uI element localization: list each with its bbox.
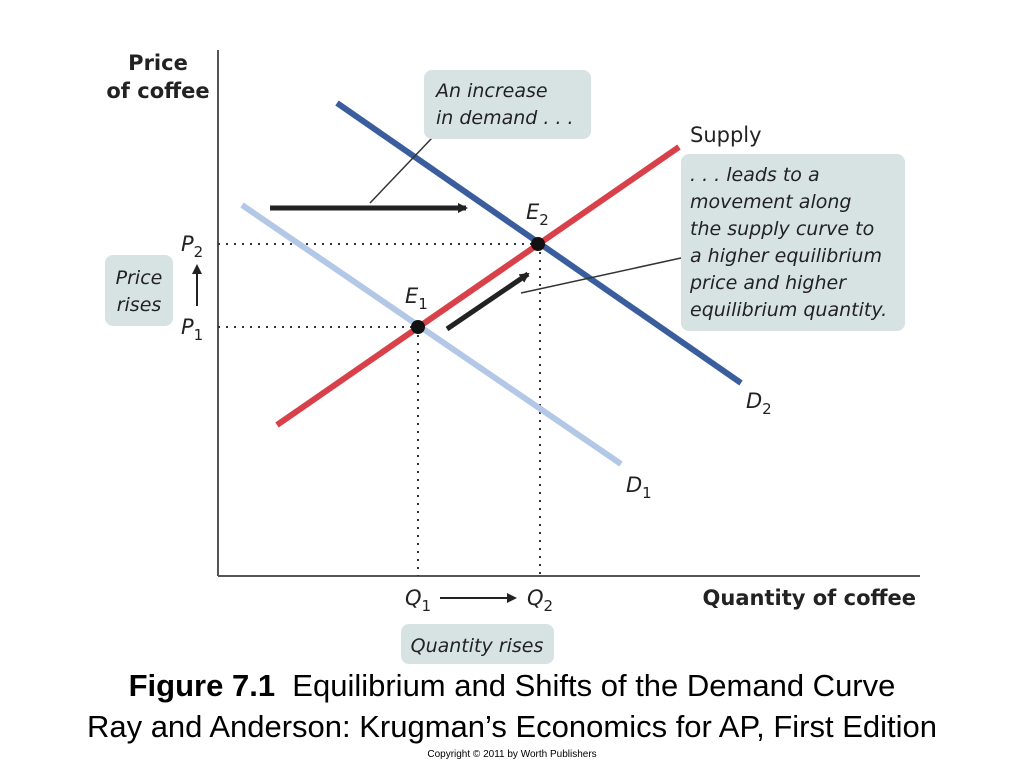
- movement-line5: price and higher: [689, 272, 847, 294]
- p1-tick-label: P1: [181, 315, 203, 344]
- movement-line1: . . . leads to a: [690, 164, 820, 186]
- movement-along-supply-arrow: [445, 271, 530, 332]
- d1-curve: [240, 202, 623, 467]
- supply-label: Supply: [690, 123, 762, 147]
- movement-callout-line: [520, 257, 682, 294]
- quantity-rises-note: Quantity rises: [401, 624, 554, 664]
- demand-callout-line: [369, 137, 433, 204]
- figure-source: Ray and Anderson: Krugman’s Economics fo…: [86, 709, 938, 744]
- demand-increase-line2: in demand . . .: [436, 107, 574, 129]
- d2-label: D2: [746, 389, 772, 418]
- y-axis-title-line2: of coffee: [106, 79, 209, 103]
- e2-point: [531, 237, 545, 251]
- e2-label: E2: [526, 200, 549, 229]
- movement-line6: equilibrium quantity.: [690, 299, 887, 321]
- figure-number: Figure 7.1: [128, 668, 276, 703]
- demand-increase-note: An increase in demand . . .: [424, 70, 591, 139]
- figure-title: Equilibrium and Shifts of the Demand Cur…: [292, 668, 896, 703]
- e1-label: E1: [405, 284, 428, 313]
- copyright-notice: Copyright © 2011 by Worth Publishers: [427, 749, 597, 760]
- supply-curve: [275, 144, 681, 428]
- movement-note: . . . leads to a movement along the supp…: [681, 154, 905, 331]
- p2-tick-label: P2: [181, 232, 203, 261]
- movement-line3: the supply curve to: [690, 218, 874, 240]
- figure-caption-title: Figure 7.1 Equilibrium and Shifts of the…: [0, 668, 1024, 704]
- movement-line4: a higher equilibrium: [690, 245, 882, 267]
- quantity-rises-text: Quantity rises: [411, 635, 544, 657]
- price-rises-line2: rises: [117, 294, 162, 316]
- e1-point: [411, 320, 425, 334]
- price-rises-note: Price rises: [105, 255, 173, 326]
- q2-tick-label: Q2: [527, 586, 553, 615]
- y-axis-title-line1: Price: [128, 51, 188, 75]
- x-axis-title: Quantity of coffee: [703, 586, 916, 610]
- demand-increase-line1: An increase: [434, 80, 548, 102]
- d1-label: D1: [626, 473, 652, 502]
- movement-line2: movement along: [690, 191, 851, 213]
- q1-tick-label: Q1: [405, 586, 431, 615]
- price-rises-line1: Price: [116, 267, 163, 289]
